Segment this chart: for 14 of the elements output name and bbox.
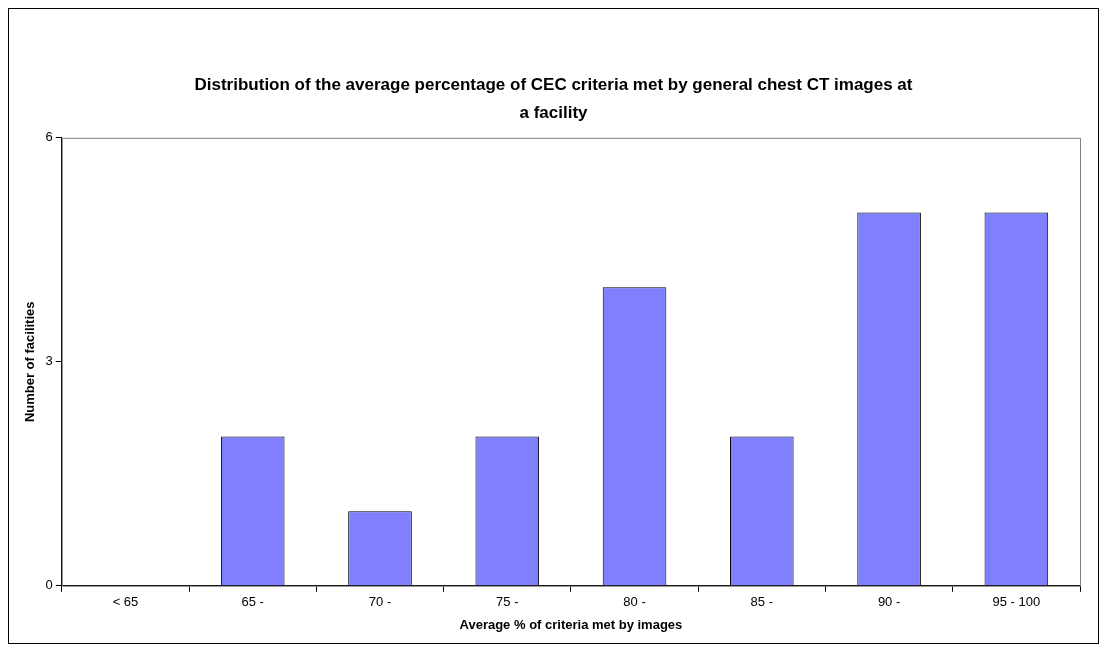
x-tick-label: 85 - bbox=[750, 594, 774, 610]
x-tick-label: 80 - bbox=[623, 594, 646, 610]
x-tick-label: 95 - 100 bbox=[992, 594, 1041, 610]
x-tick-label: 90 - bbox=[877, 594, 901, 610]
x-tick-label: 65 - bbox=[241, 594, 264, 610]
y-axis-title: Number of facilities bbox=[22, 301, 38, 423]
chart-title: Distribution of the average percentage of CEC criteria met by general chest CT images at a facility bbox=[193, 74, 914, 124]
x-tick-label: 70 - bbox=[368, 594, 392, 610]
y-tick-label: 0 bbox=[45, 577, 53, 593]
x-tick-label: 75 - bbox=[496, 594, 519, 610]
y-tick-label: 3 bbox=[45, 353, 53, 369]
x-axis-title: Average % of criteria met by images bbox=[459, 616, 683, 632]
y-tick-label: 6 bbox=[45, 129, 53, 145]
x-tick-label: < 65 bbox=[112, 594, 139, 610]
